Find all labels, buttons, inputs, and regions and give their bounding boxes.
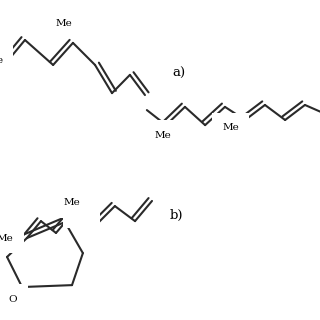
Text: b): b): [170, 209, 183, 221]
Text: O: O: [9, 295, 17, 304]
Text: Me: Me: [64, 198, 80, 207]
Text: Me: Me: [73, 209, 90, 218]
Text: e: e: [0, 56, 3, 65]
Text: Me: Me: [0, 234, 13, 243]
Text: Me: Me: [222, 124, 239, 132]
Text: Me: Me: [56, 19, 72, 28]
Text: a): a): [173, 67, 186, 79]
Text: Me: Me: [0, 223, 13, 232]
Text: Me: Me: [155, 131, 172, 140]
